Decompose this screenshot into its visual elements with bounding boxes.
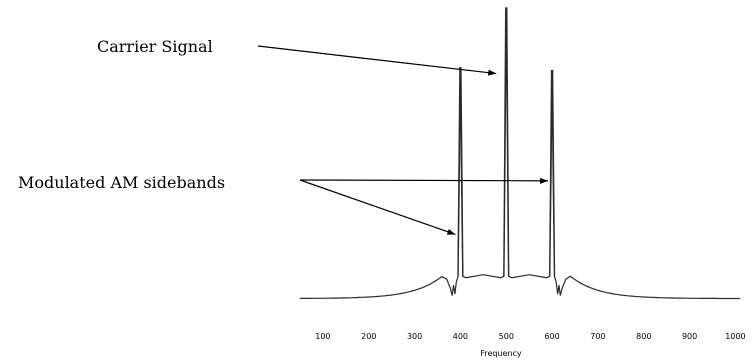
sideband-arrow-left (300, 180, 455, 234)
sideband-arrow-right (300, 180, 548, 181)
x-tick-label: 400 (453, 332, 468, 341)
x-axis-label: Frequency (480, 349, 522, 358)
spectrum-line (300, 8, 740, 299)
x-tick-label: 200 (361, 332, 376, 341)
x-axis-ticks: 100 200 300 400 500 600 700 800 900 1000 (315, 332, 745, 341)
carrier-arrow-head (488, 70, 496, 76)
x-tick-label: 1000 (725, 332, 745, 341)
x-tick-label: 300 (407, 332, 422, 341)
plot-area (300, 8, 740, 299)
x-tick-label: 600 (544, 332, 559, 341)
sideband-arrow-right-head (540, 178, 548, 184)
sidebands-annotation: Modulated AM sidebands (18, 173, 225, 192)
carrier-signal-annotation: Carrier Signal (97, 37, 213, 56)
carrier-arrow (258, 46, 496, 74)
x-tick-label: 800 (636, 332, 651, 341)
x-tick-label: 500 (499, 332, 514, 341)
x-tick-label: 700 (590, 332, 605, 341)
sideband-arrow-left-head (447, 229, 456, 235)
x-tick-label: 100 (315, 332, 330, 341)
x-tick-label: 900 (682, 332, 697, 341)
